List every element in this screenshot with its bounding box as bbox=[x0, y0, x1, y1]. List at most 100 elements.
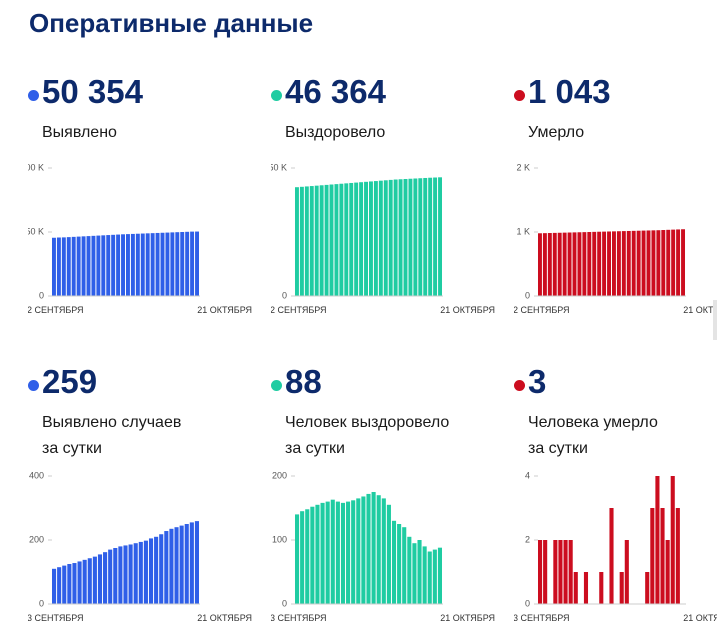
bar bbox=[185, 231, 190, 296]
stat-label: Умерло bbox=[528, 120, 584, 146]
bar bbox=[660, 508, 665, 604]
x-start-label: 23 СЕНТЯБРЯ bbox=[271, 613, 327, 623]
bar bbox=[97, 554, 103, 604]
bar bbox=[655, 476, 660, 604]
bar bbox=[138, 541, 143, 604]
bar bbox=[645, 572, 650, 604]
bar bbox=[133, 543, 138, 604]
bar bbox=[130, 233, 135, 296]
bar bbox=[169, 528, 174, 604]
bar bbox=[154, 536, 159, 604]
bar bbox=[179, 525, 184, 604]
bar bbox=[77, 561, 82, 604]
bar bbox=[417, 540, 422, 604]
bar bbox=[567, 232, 572, 296]
y-tick-label: 1 K bbox=[516, 226, 530, 236]
bar bbox=[299, 186, 304, 296]
stat-value: 88 bbox=[285, 363, 322, 400]
bar bbox=[583, 572, 589, 604]
x-start-label: 23 СЕНТЯБРЯ bbox=[28, 613, 84, 623]
bar bbox=[562, 232, 567, 296]
x-end-label: 21 ОКТЯБРЯ bbox=[197, 305, 252, 315]
bar bbox=[309, 186, 314, 296]
bar bbox=[361, 496, 366, 604]
stat-label-line1: Выздоровело bbox=[285, 124, 386, 141]
x-start-label: 22 СЕНТЯБРЯ bbox=[28, 305, 84, 315]
y-tick-label: 0 bbox=[282, 290, 287, 300]
bar bbox=[621, 231, 626, 296]
bar bbox=[391, 520, 397, 604]
bar bbox=[190, 231, 195, 296]
stat-label-line1: Умерло bbox=[528, 124, 585, 141]
bar bbox=[607, 231, 611, 296]
bar bbox=[609, 508, 614, 604]
bar bbox=[123, 545, 128, 604]
y-tick-label: 200 bbox=[272, 470, 287, 480]
bar-chart: 0 50 K 100 K 22 СЕНТЯБРЯ 21 ОКТЯБРЯ bbox=[28, 162, 252, 315]
bar bbox=[656, 230, 661, 296]
y-tick-label: 50 K bbox=[28, 226, 44, 236]
bar bbox=[665, 540, 670, 604]
bar bbox=[393, 179, 398, 296]
bar bbox=[542, 233, 547, 296]
stat-label: Человека умерло за сутки bbox=[528, 410, 658, 462]
bar bbox=[582, 232, 587, 296]
bar bbox=[378, 180, 383, 296]
bar bbox=[165, 232, 170, 296]
bar bbox=[557, 232, 562, 296]
series-dot-icon bbox=[271, 380, 282, 391]
series-dot-icon bbox=[271, 90, 282, 101]
bar bbox=[681, 229, 685, 296]
x-start-label: 22 СЕНТЯБРЯ bbox=[514, 305, 570, 315]
bar bbox=[339, 183, 344, 296]
bar bbox=[433, 177, 438, 296]
bar bbox=[670, 476, 675, 604]
stat-label: Человек выздоровело за сутки bbox=[285, 410, 449, 462]
bar bbox=[402, 527, 407, 604]
bar bbox=[62, 565, 67, 604]
bar bbox=[553, 540, 558, 604]
bar bbox=[626, 230, 631, 296]
bar bbox=[597, 231, 602, 296]
bar bbox=[324, 184, 329, 296]
bar bbox=[91, 235, 96, 296]
bar bbox=[373, 181, 378, 296]
bar bbox=[143, 540, 148, 604]
stat-label-line2: за сутки bbox=[528, 440, 588, 457]
bar bbox=[359, 182, 364, 296]
x-start-label: 23 СЕНТЯБРЯ bbox=[514, 613, 570, 623]
stat-label: Выявлено bbox=[42, 120, 117, 146]
bar bbox=[349, 182, 354, 296]
bar bbox=[52, 237, 56, 296]
bar bbox=[314, 185, 319, 296]
panel-detected: 50 354 Выявлено 0 50 K 100 K 22 СЕНТЯБРЯ 21 ОК… bbox=[28, 72, 253, 342]
bar bbox=[602, 231, 607, 296]
bar bbox=[57, 567, 62, 604]
bar bbox=[164, 531, 169, 604]
bar bbox=[81, 236, 86, 296]
y-tick-label: 2 K bbox=[516, 162, 530, 172]
bar bbox=[572, 232, 577, 296]
bar bbox=[547, 233, 552, 296]
y-tick-label: 0 bbox=[525, 290, 530, 300]
stat-label-line1: Человека умерло bbox=[528, 414, 658, 431]
bar bbox=[354, 182, 359, 296]
bar bbox=[427, 551, 432, 604]
bar bbox=[592, 231, 597, 296]
stat-value: 3 bbox=[528, 363, 547, 400]
bar bbox=[189, 522, 194, 604]
bar bbox=[646, 230, 651, 296]
bar bbox=[636, 230, 641, 296]
bar bbox=[422, 546, 427, 604]
y-tick-label: 200 bbox=[29, 534, 44, 544]
stat-value: 259 bbox=[42, 363, 98, 400]
bar bbox=[315, 504, 320, 604]
y-tick-label: 100 bbox=[272, 534, 287, 544]
bar bbox=[305, 509, 310, 604]
bar bbox=[71, 236, 76, 296]
stat-value: 1 043 bbox=[528, 73, 611, 110]
y-tick-label: 50 K bbox=[271, 162, 287, 172]
bar bbox=[150, 233, 155, 296]
bar bbox=[437, 547, 442, 604]
bar bbox=[66, 237, 71, 296]
